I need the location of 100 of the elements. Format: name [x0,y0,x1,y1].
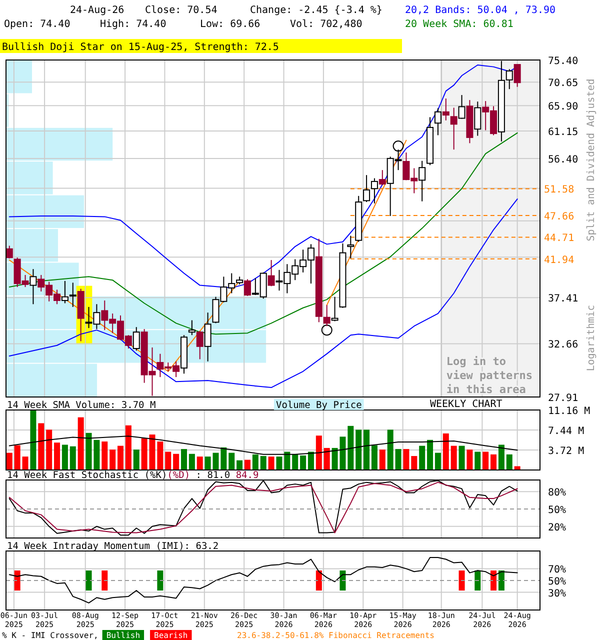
ref-line-label: 47.66 [544,212,574,223]
bar [427,440,434,470]
bar [348,426,354,470]
bar [78,417,84,470]
y-axis-title: Split and Dividend Adjusted [586,78,597,242]
bar [244,460,250,470]
y-tick-label: 50% [548,576,566,588]
bar [316,436,322,470]
bar [38,423,44,470]
bar [196,456,203,470]
bar [276,456,282,470]
bar [466,450,473,470]
candlestick [244,278,251,296]
annotation: 84.9 [230,470,259,481]
candlestick [323,304,330,327]
candlestick [268,260,275,287]
line-series [8,436,518,455]
y-tick-label: 50% [548,505,566,516]
bar [442,433,449,470]
bar [324,448,330,470]
candlestick [418,160,426,202]
candlestick [370,178,378,204]
candlestick [450,107,458,150]
bar [46,430,52,470]
bar [252,454,258,470]
text: 20,2 Bands: 50.04 , 73.90 [405,5,556,16]
chart-subtitle: Bullish Doji Star on 15-Aug-25, Strength: 72.5 [2,42,279,53]
ref-line-label: 51.58 [544,184,574,196]
y-tick-label: 30% [548,588,566,600]
annotation: WEEKLY CHART [430,399,502,410]
candlestick [331,296,338,322]
text: 23.6-38.2-50-61.8% Fibonacci Retracements [237,631,435,640]
text: Vol: 702,480 [290,19,362,30]
text: (%D) [167,470,190,481]
chart-title: 14 Week Fast Stochastic [7,470,139,481]
candlestick [458,94,466,120]
text: Bullish [106,631,140,640]
y-tick-label: 11.16 M [548,406,590,417]
bar [228,452,235,470]
text: Close: 70.54 [145,5,218,16]
bar [236,460,243,470]
bar [490,454,497,470]
bar [434,452,441,470]
bar [165,452,172,470]
bar [395,449,402,470]
bar [387,430,394,470]
bar [54,442,60,470]
candlestick [196,330,204,360]
bar [133,450,140,470]
candlestick [434,108,442,136]
bar [458,446,465,470]
bar [62,444,68,470]
bar [474,452,481,470]
bar [70,446,76,470]
bar [173,454,180,470]
text: Open: 74.40 [4,19,70,30]
y-tick-label: 20% [548,522,566,534]
bar [364,430,370,470]
y-tick-label: 32.66 [548,340,578,351]
bar [300,455,306,470]
bar [6,452,12,470]
annotation: Volume By Price [276,400,362,411]
candlestick [474,101,482,136]
y-tick-label: 7.44 M [548,426,584,437]
candlestick [6,245,13,259]
bar [125,425,132,470]
candlestick [188,320,196,336]
candlestick [132,326,140,352]
bar [141,438,148,470]
bar [284,452,290,470]
line-series [8,556,518,604]
text: High: 74.40 [100,19,166,30]
bar [371,445,378,470]
bar [498,444,504,470]
chart-title: 14 Week Intraday Momentum (IMI): 63.2 [7,541,219,552]
y-tick-label: 61.15 [548,127,578,138]
bar [450,446,457,470]
bar [356,430,362,470]
candlestick [347,235,354,259]
text: 14 Week SMA Volume: 3.70 M [7,400,156,411]
annotation: : 81.0 [190,470,230,481]
bar [268,456,274,470]
text: 20 Week SMA: 60.81 [405,19,514,30]
text: Logarithmic [586,304,597,372]
bar [419,446,426,470]
candlestick [204,312,212,362]
band-label: Log in to view patterns in this area [446,355,532,396]
candlestick [378,170,386,186]
y-tick-label: 75.40 [548,56,578,67]
legend-title: % K - IMI Crossover, [2,631,98,640]
y-tick-label: 56.40 [548,154,578,166]
bar [22,456,28,470]
y-tick-label: 37.41 [548,294,578,305]
text: Change: -2.45 {-3.4 %} [250,5,382,16]
bar [118,446,124,470]
candlestick [442,98,450,121]
y-tick-label: 70% [548,564,566,576]
candlestick [69,282,76,308]
candlestick [363,174,370,203]
ref-line-label: 41.94 [544,254,574,266]
